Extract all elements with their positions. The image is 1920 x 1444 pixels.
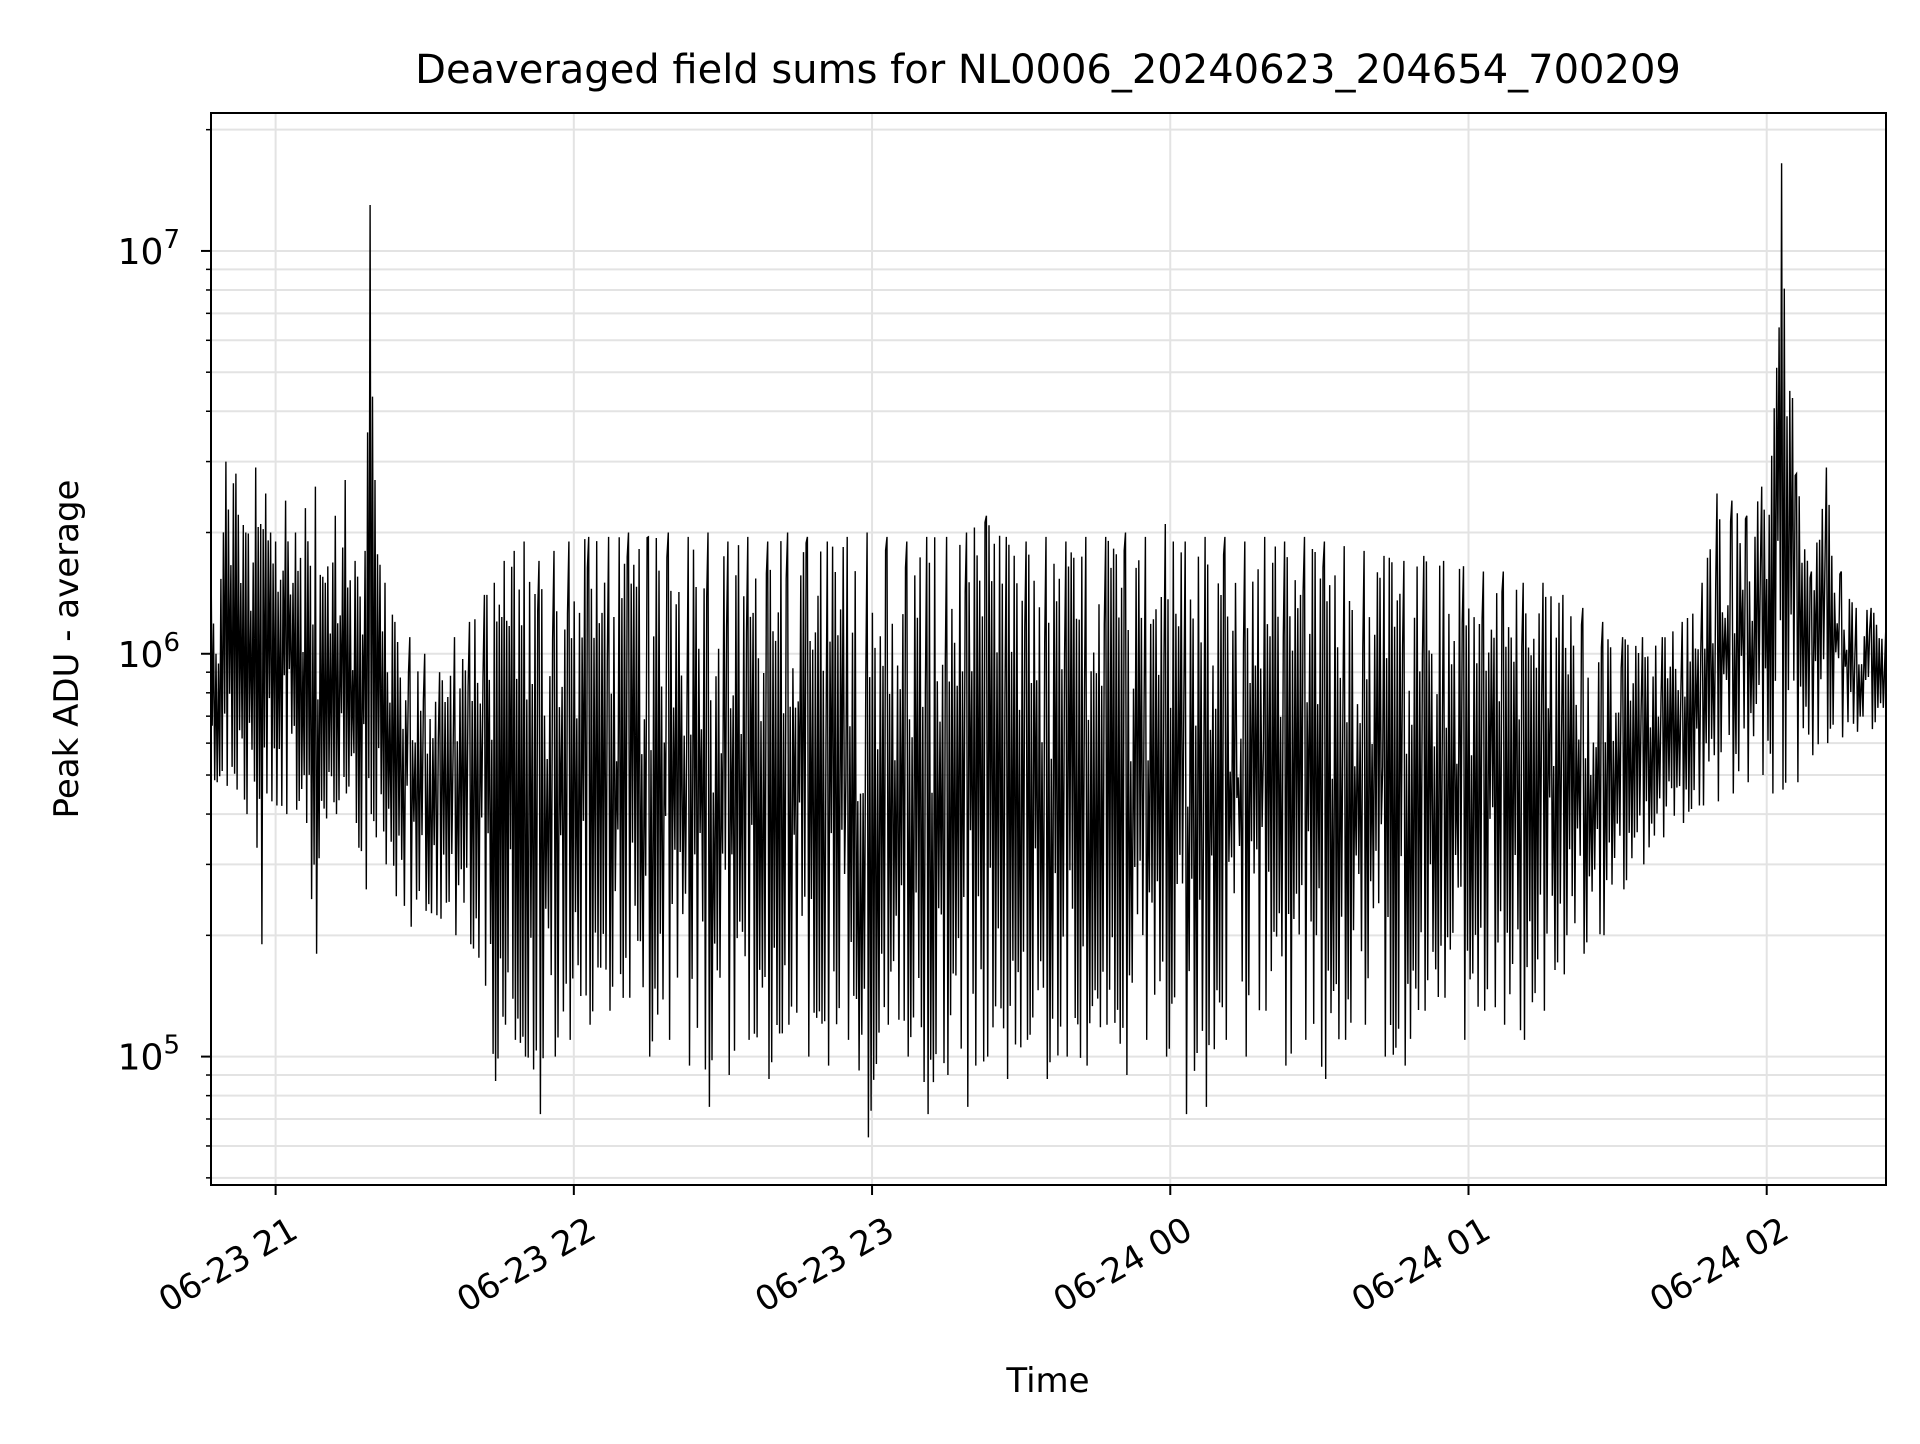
x-axis: 06-23 21 06-23 22 06-23 23 06-24 00 06-24 01… xyxy=(152,1185,1796,1321)
x-tick-label: 06-23 21 xyxy=(152,1210,304,1321)
plot-frame xyxy=(210,112,1887,1186)
x-tick-label: 06-24 01 xyxy=(1345,1210,1497,1321)
x-tick-label: 06-23 22 xyxy=(450,1210,602,1321)
y-tick-label: 107 xyxy=(118,225,180,273)
chart-title: Deaveraged field sums for NL0006_2024062… xyxy=(415,47,1681,93)
x-axis-label: Time xyxy=(1005,1361,1089,1401)
x-tick-label: 06-24 00 xyxy=(1047,1210,1199,1321)
y-axis: 105 106 107 xyxy=(118,128,211,1179)
y-axis-label: Peak ADU - average xyxy=(47,480,87,819)
data-line xyxy=(210,163,1887,1138)
data-series xyxy=(210,163,1887,1138)
x-tick-label: 06-23 23 xyxy=(749,1210,901,1321)
x-tick-label: 06-24 02 xyxy=(1643,1210,1795,1321)
y-tick-label: 105 xyxy=(118,1031,180,1079)
y-tick-label: 106 xyxy=(118,628,180,676)
